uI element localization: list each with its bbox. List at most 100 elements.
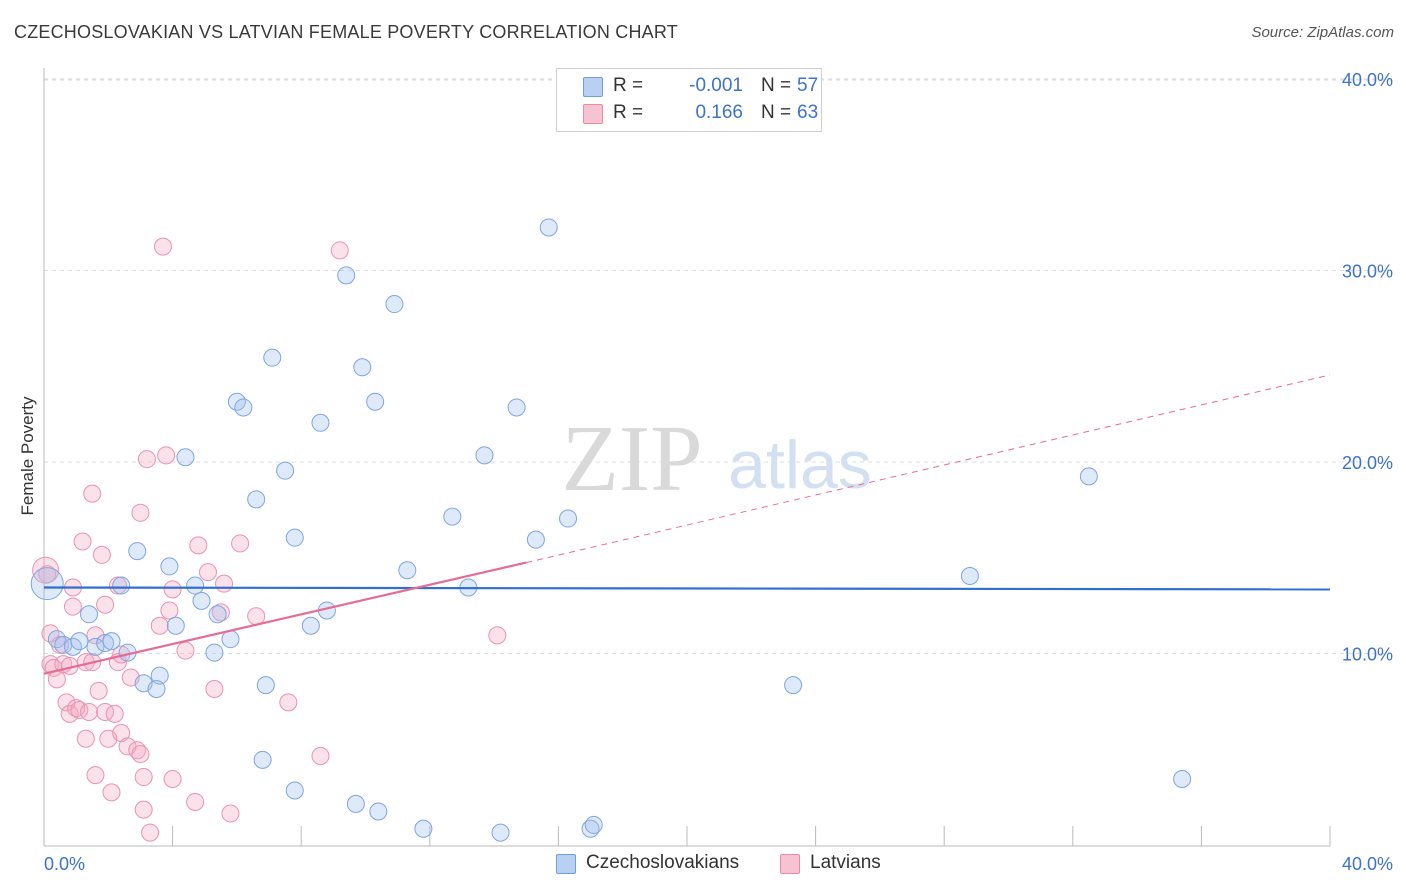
latvians-point xyxy=(141,823,160,842)
latvians-point xyxy=(205,679,224,698)
czechoslovakians-point xyxy=(128,542,147,561)
axes xyxy=(43,68,1331,847)
legend-r-value: 0.166 xyxy=(695,102,743,123)
czechoslovakians-point xyxy=(150,666,169,685)
latvians-point xyxy=(86,766,105,785)
latvians-point xyxy=(231,534,250,553)
czechoslovakians-point xyxy=(205,643,224,662)
czechoslovakians-point xyxy=(221,630,240,649)
latvians-point xyxy=(76,729,95,748)
czechoslovakians-point xyxy=(253,750,272,769)
latvians-point xyxy=(47,670,66,689)
chart-title: CZECHOSLOVAKIAN VS LATVIAN FEMALE POVERT… xyxy=(14,22,678,42)
latvians-trendline xyxy=(526,374,1331,564)
legend-r-label: R = xyxy=(613,75,644,96)
latvians-point xyxy=(176,641,195,660)
latvians-point xyxy=(163,769,182,788)
czechoslovakians-point xyxy=(584,815,603,834)
latvians-point xyxy=(80,702,99,721)
czechoslovakians-point xyxy=(1079,467,1098,486)
czechoslovakians-point xyxy=(353,358,372,377)
legend-swatch-pink xyxy=(583,104,603,124)
legend-r-value: -0.001 xyxy=(689,75,743,96)
czechoslovakians-point xyxy=(526,530,545,549)
trendlines xyxy=(43,374,1331,675)
legend-n-value: 57 xyxy=(797,75,819,96)
czechoslovakians-point xyxy=(276,461,295,480)
czechoslovakians-point xyxy=(369,802,388,821)
latvians-points xyxy=(32,237,507,842)
czechoslovakians-point xyxy=(539,218,558,237)
czechoslovakians-trendline xyxy=(43,586,1331,591)
latvians-point xyxy=(89,681,108,700)
czechoslovakians-point xyxy=(234,398,253,417)
series-swatch-blue xyxy=(556,854,576,874)
czechoslovakians-point xyxy=(346,794,365,813)
czechoslovakians-point xyxy=(147,679,166,698)
czechoslovakians-point xyxy=(311,413,330,432)
legend-n-value: 63 xyxy=(797,102,819,123)
czechoslovakians-point xyxy=(208,605,227,624)
czechoslovakians-point xyxy=(80,605,99,624)
legend-n-label: N = xyxy=(761,102,792,123)
latvians-point xyxy=(131,745,150,764)
y-tick-label: 10.0% xyxy=(1342,645,1393,665)
czechoslovakians-point xyxy=(285,528,304,547)
latvians-point xyxy=(488,626,507,645)
series-name: Latvians xyxy=(810,852,881,873)
series-name: Czechoslovakians xyxy=(586,852,740,873)
latvians-point xyxy=(92,545,111,564)
czechoslovakians-point xyxy=(176,448,195,467)
watermark-atlas: atlas xyxy=(728,427,872,503)
legend-r-label: R = xyxy=(613,102,644,123)
latvians-point xyxy=(131,503,150,522)
czechoslovakians-point xyxy=(112,576,131,595)
czechoslovakians-points xyxy=(30,218,1192,842)
czechoslovakians-point xyxy=(443,507,462,526)
czechoslovakians-point xyxy=(960,566,979,585)
czechoslovakians-point xyxy=(186,576,205,595)
czechoslovakians-point xyxy=(86,637,105,656)
latvians-point xyxy=(221,804,240,823)
czechoslovakians-point xyxy=(784,676,803,695)
latvians-point xyxy=(73,532,92,551)
watermark-zip: ZIP xyxy=(562,407,703,511)
latvians-point xyxy=(32,556,60,584)
latvians-point xyxy=(96,595,115,614)
latvians-point xyxy=(160,601,179,620)
czechoslovakians-point xyxy=(366,392,385,411)
latvians-point xyxy=(83,484,102,503)
czechoslovakians-point xyxy=(385,295,404,314)
czechoslovakians-point xyxy=(160,557,179,576)
latvians-point xyxy=(134,768,153,787)
watermark: ZIP atlas xyxy=(562,407,872,511)
czechoslovakians-point xyxy=(337,266,356,285)
latvians-point xyxy=(134,800,153,819)
latvians-point xyxy=(198,563,217,582)
czechoslovakians-point xyxy=(475,446,494,465)
latvians-point xyxy=(105,704,124,723)
czechoslovakians-point xyxy=(398,561,417,580)
czechoslovakians-point xyxy=(507,398,526,417)
latvians-trendline xyxy=(43,561,527,675)
czechoslovakians-point xyxy=(491,823,510,842)
czechoslovakians-point xyxy=(256,676,275,695)
czechoslovakians-point xyxy=(70,632,89,651)
grid-lines xyxy=(44,78,1392,654)
czechoslovakians-point xyxy=(247,490,266,509)
y-tick-label: 30.0% xyxy=(1342,262,1393,282)
czechoslovakians-point xyxy=(1173,769,1192,788)
czechoslovakians-point xyxy=(263,348,282,367)
y-tick-labels: 10.0% 20.0% 30.0% 40.0% xyxy=(1342,70,1393,665)
latvians-point xyxy=(247,607,266,626)
latvians-point xyxy=(63,597,82,616)
x-tick-label: 40.0% xyxy=(1342,854,1393,874)
correlation-legend: R = -0.001 N = 57 R = 0.166 N = 63 xyxy=(556,68,822,132)
latvians-point xyxy=(102,783,121,802)
czechoslovakians-point xyxy=(285,781,304,800)
latvians-point xyxy=(137,450,156,469)
latvians-point xyxy=(157,446,176,465)
czechoslovakians-point xyxy=(102,632,121,651)
latvians-point xyxy=(215,574,234,593)
x-tick-label: 0.0% xyxy=(44,854,85,874)
